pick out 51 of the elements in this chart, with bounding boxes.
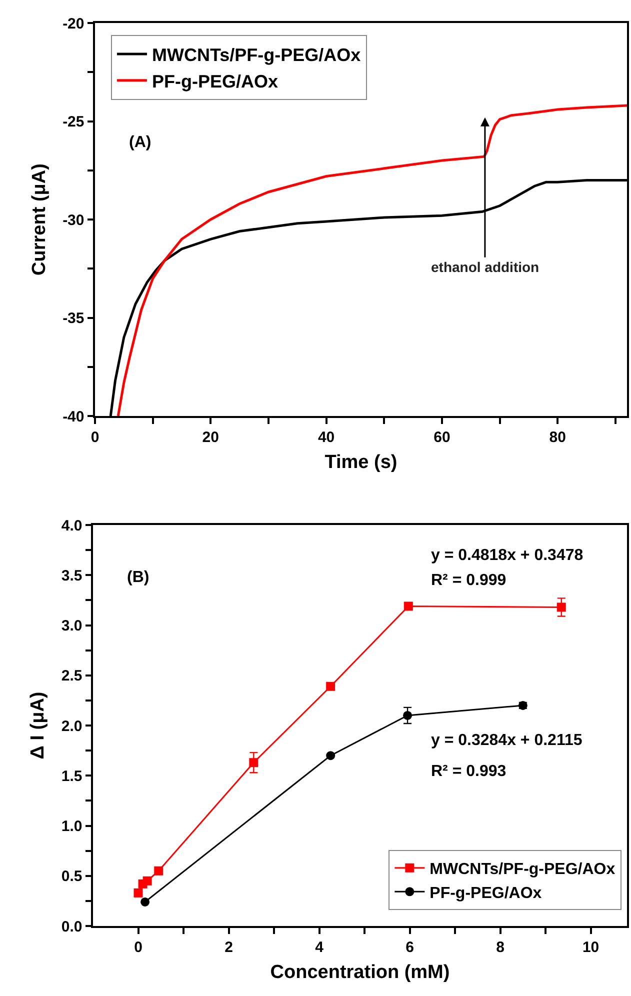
y-tick-label: 1.0 <box>61 818 82 835</box>
point <box>140 897 150 906</box>
y-tick-label: -35 <box>62 310 84 327</box>
annotation: ethanol addition <box>431 259 540 275</box>
x-tick-label: 0 <box>90 428 100 446</box>
point <box>142 876 152 886</box>
y-tick-label: 3.5 <box>61 567 82 584</box>
y-tick-label: 4.0 <box>61 517 82 534</box>
x-tick-label: 4 <box>315 938 324 956</box>
annotation: (A) <box>129 134 152 151</box>
x-tick-label: 8 <box>496 938 504 956</box>
x-tick-label: 80 <box>549 428 566 446</box>
annotation: R² = 0.993 <box>431 763 506 780</box>
y-tick-label: -30 <box>62 212 84 229</box>
x-tick-label: 0 <box>134 938 142 956</box>
annotation: y = 0.3284x + 0.2115 <box>431 732 582 749</box>
point <box>404 602 413 611</box>
legend-label: MWCNTs/PF-g-PEG/AOx <box>430 861 616 878</box>
y-tick-label: -25 <box>62 114 84 130</box>
y-tick-label: 2.5 <box>61 668 82 685</box>
x-axis-title: Concentration (mM) <box>270 962 450 984</box>
point <box>556 602 566 612</box>
point <box>326 751 336 760</box>
y-axis-title: Current (μA) <box>28 164 50 276</box>
legend-label: PF-g-PEG/AOx <box>430 884 542 902</box>
x-tick-label: 40 <box>318 428 335 446</box>
y-tick-label: 0.0 <box>61 918 82 936</box>
point <box>249 758 258 768</box>
annotation: (B) <box>127 569 150 586</box>
legend-label: PF-g-PEG/AOx <box>152 71 278 92</box>
x-axis-title: Time (s) <box>324 452 398 474</box>
x-tick-label: 60 <box>434 428 450 446</box>
y-axis-title: Δ I (μA) <box>28 692 49 760</box>
y-tick-label: -40 <box>62 408 84 426</box>
x-tick-label: 10 <box>582 938 600 956</box>
y-tick-label: 2.0 <box>61 718 82 735</box>
annotation: y = 0.4818x + 0.3478 <box>431 547 584 564</box>
point <box>134 888 143 898</box>
point <box>403 710 412 720</box>
y-tick-label: 1.5 <box>61 768 82 785</box>
point <box>154 866 164 876</box>
line-series <box>116 104 627 416</box>
annotation: R² = 0.999 <box>431 572 506 589</box>
y-tick-label: 3.0 <box>61 618 82 634</box>
legend-label: MWCNTs/PF-g-PEG/AOx <box>152 45 361 66</box>
point <box>326 682 336 691</box>
y-tick-label: -20 <box>62 15 84 32</box>
x-tick-label: 20 <box>202 428 219 446</box>
x-tick-label: 2 <box>224 938 233 956</box>
y-tick-label: 0.5 <box>61 868 82 886</box>
x-tick-label: 6 <box>406 938 414 956</box>
